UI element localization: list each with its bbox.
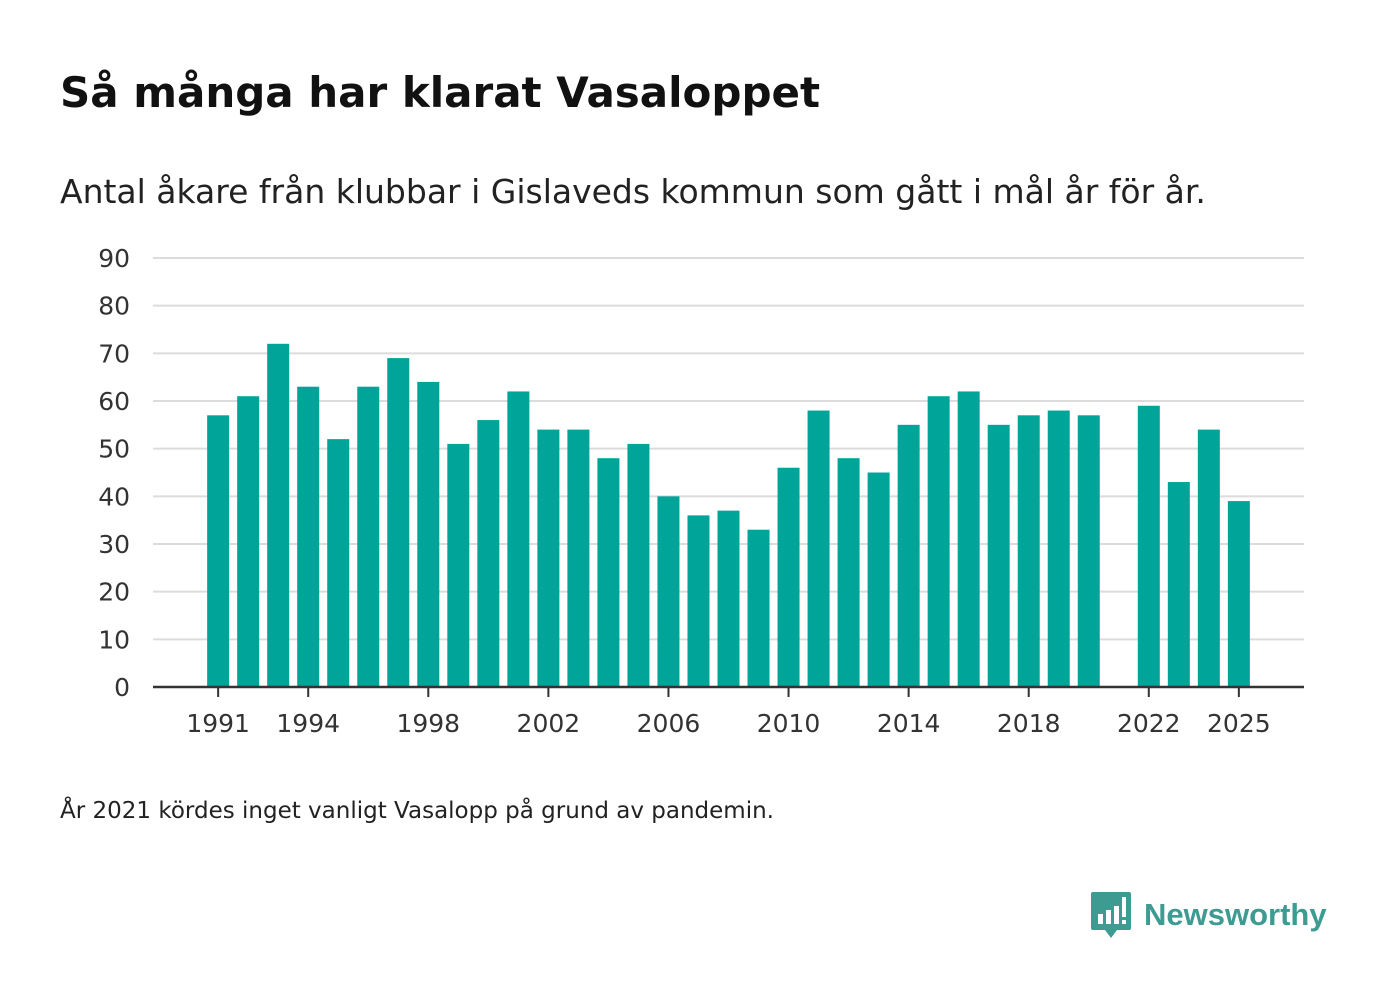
- newsworthy-logo-icon: [1091, 892, 1131, 938]
- bar: [417, 381, 440, 687]
- bar: [357, 386, 380, 687]
- y-tick-label: 0: [114, 673, 130, 702]
- bar: [837, 458, 860, 687]
- bar: [957, 391, 980, 687]
- x-tick-label: 1998: [396, 709, 460, 738]
- bar: [387, 358, 410, 687]
- y-tick-label: 10: [98, 625, 130, 654]
- bar: [447, 443, 470, 687]
- x-tick-label: 2006: [637, 709, 701, 738]
- y-tick-label: 20: [98, 578, 130, 607]
- bar: [687, 515, 710, 687]
- bar: [477, 420, 500, 687]
- bar: [747, 529, 770, 687]
- chart-note: År 2021 kördes inget vanligt Vasalopp på…: [60, 798, 774, 824]
- y-tick-label: 90: [98, 244, 130, 273]
- bar: [1017, 415, 1040, 687]
- bar: [987, 424, 1010, 687]
- y-tick-label: 30: [98, 530, 130, 559]
- bar: [1137, 405, 1160, 687]
- bar: [237, 396, 260, 687]
- newsworthy-logo: Newsworthy: [1090, 890, 1327, 940]
- bar: [897, 424, 920, 687]
- bar: [567, 429, 590, 687]
- bar: [1197, 429, 1220, 687]
- bar: [1047, 410, 1070, 687]
- x-tick-label: 2022: [1117, 709, 1181, 738]
- y-tick-label: 70: [98, 339, 130, 368]
- x-tick-label: 2018: [997, 709, 1061, 738]
- y-tick-label: 60: [98, 387, 130, 416]
- bar: [597, 458, 620, 687]
- y-tick-label: 50: [98, 435, 130, 464]
- bar-chart: 0 10 20 30 40 50 60 70 80 90 1991 1994 1998 2002 2006 2…: [98, 244, 1304, 738]
- bar: [717, 510, 740, 687]
- bar: [507, 391, 530, 687]
- chart-subtitle: Antal åkare från klubbar i Gislaveds kom…: [60, 172, 1206, 211]
- bar: [1077, 415, 1100, 687]
- x-tick-label: 2014: [877, 709, 941, 738]
- bar: [267, 343, 290, 687]
- bar: [927, 396, 950, 687]
- x-tick-label: 2002: [517, 709, 581, 738]
- bar: [297, 386, 320, 687]
- bar: [627, 443, 650, 687]
- bar: [207, 415, 230, 687]
- bar: [777, 467, 800, 687]
- brand-name: Newsworthy: [1144, 897, 1327, 932]
- bar: [537, 429, 560, 687]
- bar: [1227, 501, 1250, 687]
- bar: [807, 410, 830, 687]
- bar: [867, 472, 890, 687]
- bar: [657, 496, 680, 687]
- x-tick-label: 2025: [1207, 709, 1271, 738]
- chart-title: Så många har klarat Vasaloppet: [60, 68, 821, 117]
- y-tick-label: 40: [98, 482, 130, 511]
- x-tick-label: 2010: [757, 709, 821, 738]
- x-tick-label: 1991: [186, 709, 250, 738]
- y-tick-label: 80: [98, 292, 130, 321]
- bar: [327, 439, 350, 687]
- x-tick-label: 1994: [276, 709, 340, 738]
- bar: [1167, 482, 1190, 687]
